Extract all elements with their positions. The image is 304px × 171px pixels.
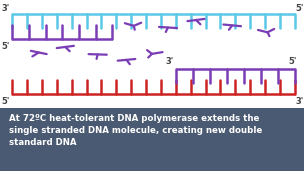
Text: 3': 3' [165, 57, 173, 66]
Text: 3': 3' [2, 4, 10, 13]
Text: 5': 5' [2, 97, 10, 106]
Text: 5': 5' [295, 4, 303, 13]
Text: 5': 5' [2, 42, 10, 51]
Text: 3': 3' [295, 97, 303, 106]
Text: At 72ºC heat-tolerant DNA polymerase extends the
single stranded DNA molecule, c: At 72ºC heat-tolerant DNA polymerase ext… [9, 114, 262, 147]
Text: 5': 5' [288, 57, 296, 66]
